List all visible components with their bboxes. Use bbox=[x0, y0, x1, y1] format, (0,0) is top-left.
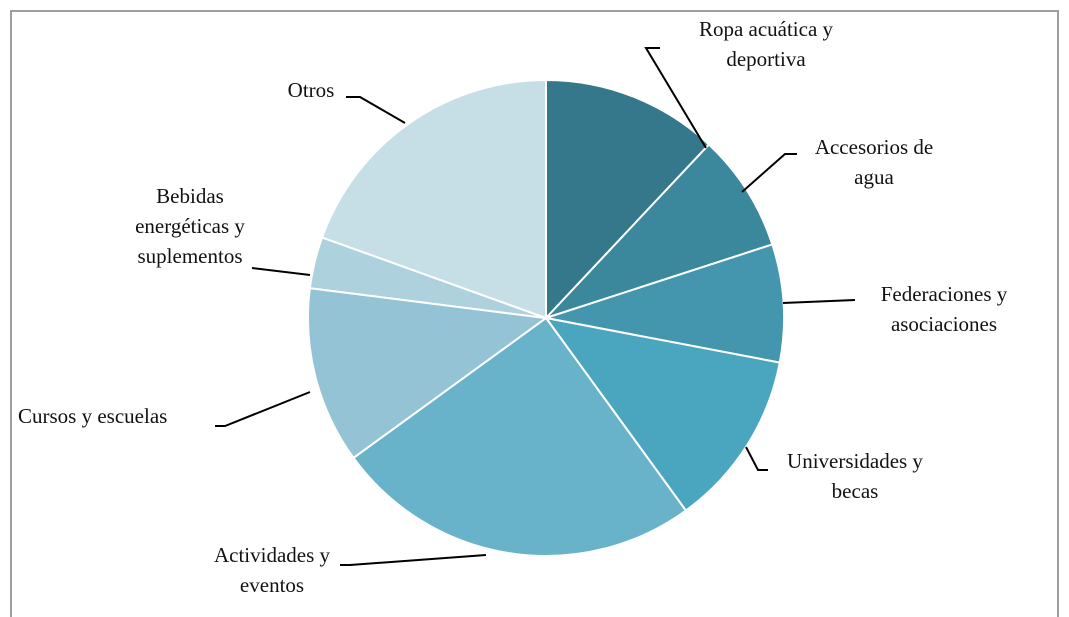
leader-line-6 bbox=[215, 391, 311, 427]
slice-label-line: Federaciones y bbox=[881, 282, 1008, 306]
slice-label-line: deportiva bbox=[726, 47, 806, 71]
slice-label-line: Actividades y bbox=[214, 543, 331, 567]
slice-label-5: Actividades y eventos bbox=[214, 543, 331, 597]
pie-slice-4 bbox=[543, 316, 781, 512]
slice-label-line: eventos bbox=[240, 573, 304, 597]
slice-label-line: Bebidas bbox=[156, 184, 224, 208]
leader-line-5 bbox=[340, 554, 487, 566]
slice-label-line: energéticas y bbox=[135, 214, 245, 238]
slice-label-line: suplementos bbox=[138, 244, 243, 268]
slice-label-line: Universidades y bbox=[787, 449, 923, 473]
slice-label-2: Accesorios de agua bbox=[815, 135, 933, 189]
pie-slice-5 bbox=[352, 316, 688, 558]
pie-slice-6 bbox=[307, 287, 549, 460]
slice-label-line: Accesorios de bbox=[815, 135, 933, 159]
leader-line-4 bbox=[745, 446, 768, 471]
pie-slices bbox=[307, 78, 785, 558]
slice-label-6: Cursos y escuelas bbox=[18, 404, 167, 428]
leader-line-3 bbox=[782, 299, 856, 304]
slice-label-line: Otros bbox=[288, 78, 335, 102]
slice-label-line: Cursos y escuelas bbox=[18, 404, 167, 428]
leader-line-1 bbox=[644, 47, 707, 149]
slice-label-line: becas bbox=[832, 479, 879, 503]
pie-slice-2 bbox=[545, 143, 774, 319]
leader-line-2 bbox=[741, 153, 797, 193]
slice-label-line: asociaciones bbox=[891, 312, 997, 336]
slice-label-3: Federaciones y asociaciones bbox=[881, 282, 1008, 336]
leader-line-8 bbox=[346, 96, 406, 124]
leader-lines bbox=[215, 47, 856, 566]
slice-label-8: Otros bbox=[288, 78, 335, 102]
slice-label-7: Bebidas energéticas y suplementos bbox=[135, 184, 245, 268]
slice-label-4: Universidades y becas bbox=[787, 449, 923, 503]
pie-slice-8 bbox=[320, 78, 547, 320]
leader-line-7 bbox=[251, 267, 311, 276]
slice-label-line: agua bbox=[854, 165, 894, 189]
data-labels: Ropa acuática y deportiva Accesorios de agu… bbox=[18, 17, 1008, 597]
slice-label-line: Ropa acuática y bbox=[699, 17, 834, 41]
slice-label-1: Ropa acuática y deportiva bbox=[699, 17, 834, 71]
